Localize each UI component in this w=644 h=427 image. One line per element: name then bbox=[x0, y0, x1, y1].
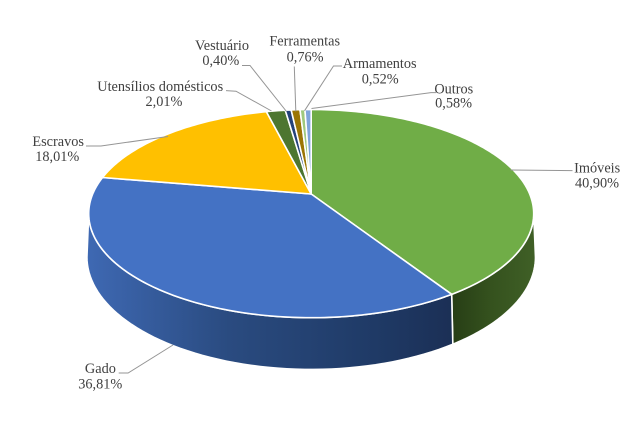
svg-text:2,01%: 2,01% bbox=[146, 94, 183, 110]
svg-text:0,76%: 0,76% bbox=[287, 50, 324, 66]
svg-text:0,40%: 0,40% bbox=[202, 53, 239, 69]
svg-text:Vestuário: Vestuário bbox=[195, 38, 249, 54]
svg-text:40,90%: 40,90% bbox=[575, 176, 619, 192]
svg-text:36,81%: 36,81% bbox=[78, 376, 122, 392]
svg-text:0,58%: 0,58% bbox=[435, 95, 472, 111]
svg-text:Gado: Gado bbox=[85, 361, 116, 377]
svg-text:0,52%: 0,52% bbox=[362, 72, 399, 88]
svg-text:Ferramentas: Ferramentas bbox=[269, 34, 340, 50]
svg-text:Armamentos: Armamentos bbox=[343, 56, 417, 72]
svg-text:Outros: Outros bbox=[434, 82, 473, 98]
svg-text:Escravos: Escravos bbox=[32, 134, 84, 150]
svg-text:Imóveis: Imóveis bbox=[574, 160, 620, 176]
svg-text:18,01%: 18,01% bbox=[35, 149, 79, 165]
svg-text:Utensílios domésticos: Utensílios domésticos bbox=[97, 79, 223, 95]
